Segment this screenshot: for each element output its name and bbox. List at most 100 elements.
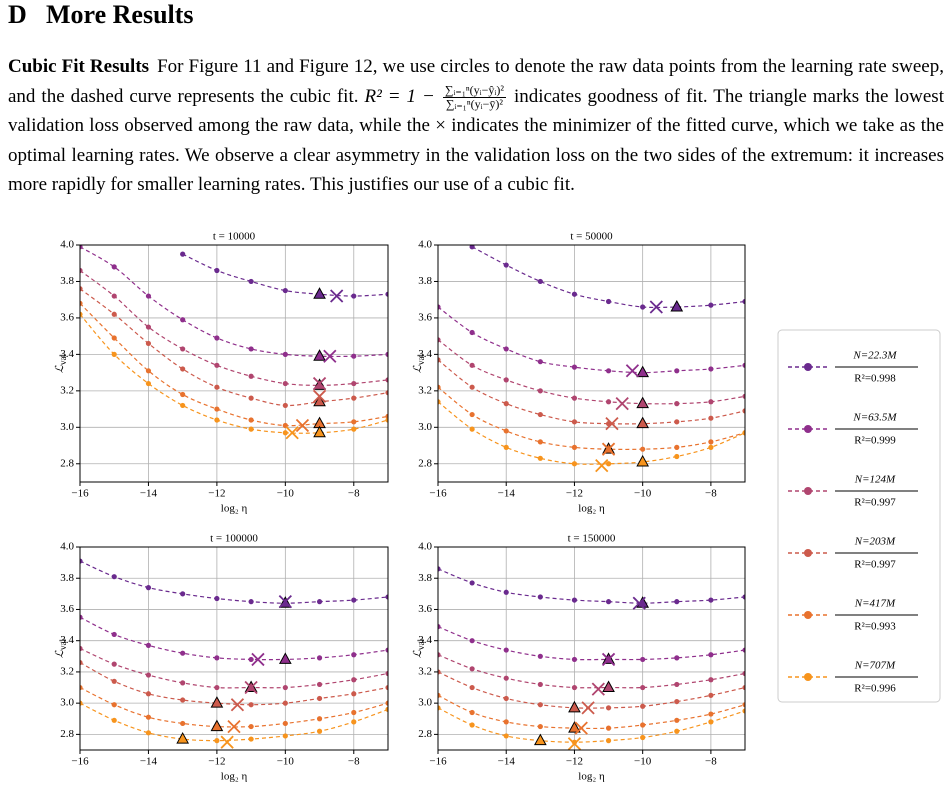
data-point (385, 377, 388, 383)
y-tick-label: 3.4 (418, 348, 432, 360)
fit-curve (80, 270, 388, 386)
data-point (282, 402, 288, 409)
data-point (708, 677, 714, 683)
data-point (248, 736, 254, 742)
legend-name: N=124M (854, 474, 896, 486)
data-point (708, 415, 714, 421)
y-tick-label: 4.0 (418, 239, 432, 251)
data-point (469, 329, 475, 336)
legend-r2: R²=0.993 (854, 621, 896, 633)
legend-marker (804, 611, 812, 619)
axes-frame (437, 546, 746, 751)
fit-min-cross (595, 458, 609, 473)
data-point (248, 723, 254, 730)
x-tick-label: −8 (705, 756, 717, 768)
data-point (145, 691, 152, 697)
data-point (503, 647, 509, 653)
cross-stroke (632, 596, 646, 610)
formula-denominator: ∑ᵢ₌₁ⁿ(yᵢ−ȳ)² (445, 96, 503, 111)
data-point (605, 399, 612, 405)
data-point (438, 652, 441, 658)
cross-stroke (227, 719, 241, 734)
fit-curve (438, 386, 745, 451)
data-point (742, 670, 745, 677)
axes-frame (79, 244, 389, 483)
data-point (674, 599, 680, 605)
fit-curve (438, 626, 745, 661)
data-point (180, 650, 186, 656)
cross-stroke (295, 418, 310, 433)
cross-stroke (312, 376, 327, 391)
data-point (469, 722, 475, 728)
data-point (316, 716, 323, 722)
data-point (605, 461, 612, 467)
fit-curve (471, 246, 745, 309)
data-point (605, 705, 612, 711)
fit-min-cross (312, 389, 327, 403)
cross-stroke (581, 701, 595, 715)
data-point (708, 439, 714, 445)
x-tick-label: −10 (634, 756, 652, 768)
data-point (469, 426, 475, 432)
cross-stroke (601, 442, 616, 456)
fit-min-cross (220, 735, 234, 749)
y-axis-symbol: ℒ (412, 364, 424, 373)
data-point (385, 417, 388, 423)
paragraph-lead: Cubic Fit Results (8, 56, 150, 77)
plot-area (80, 558, 388, 749)
data-point (80, 558, 83, 564)
data-point (214, 684, 220, 691)
y-tick-label: 3.2 (418, 384, 432, 396)
y-tick-label: 3.8 (418, 572, 432, 584)
data-point (742, 684, 745, 691)
data-point (438, 624, 441, 630)
y-tick-label: 3.8 (60, 275, 74, 287)
data-point (674, 419, 680, 425)
data-point (111, 293, 117, 299)
data-point (640, 722, 646, 728)
y-tick-label: 3.0 (60, 697, 74, 709)
observed-min-triangle (636, 416, 650, 429)
formula-numerator: ∑ᵢ₌₁ⁿ(yᵢ−ŷᵢ)² (442, 82, 506, 98)
figure: −16 −14 −12 −10 −8 2.8 3.0 3.2 3.4 3.6 3.8 4.0 t = 1… (54, 231, 941, 783)
x-axis-label: log₂ η (221, 771, 248, 783)
fit-curve (438, 707, 745, 743)
data-point (674, 655, 680, 661)
data-point (571, 461, 578, 467)
data-point (351, 652, 357, 658)
observed-min-triangle (670, 299, 684, 312)
data-point (503, 401, 509, 407)
data-point (351, 419, 357, 425)
data-point (80, 684, 83, 691)
y-tick-label: 3.4 (60, 634, 74, 646)
data-point (605, 738, 612, 744)
fit-min-cross (230, 698, 245, 712)
data-point (111, 264, 117, 270)
data-point (180, 720, 186, 727)
x-tick-label: −16 (71, 488, 89, 500)
data-point (708, 652, 714, 658)
y-axis-subscript: val (58, 639, 68, 650)
observed-min-triangle (313, 425, 326, 438)
data-point (111, 631, 117, 638)
data-point (214, 362, 220, 368)
data-point (282, 733, 288, 739)
data-point (111, 678, 117, 684)
x-tick-label: −10 (277, 488, 295, 500)
data-point (145, 642, 152, 648)
data-point (537, 723, 543, 730)
formula-fraction: ∑ᵢ₌₁ⁿ(yᵢ−ŷᵢ)² ∑ᵢ₌₁ⁿ(yᵢ−ȳ)² (442, 82, 506, 111)
y-tick-label: 4.0 (60, 541, 74, 553)
data-point (742, 647, 745, 653)
data-point (640, 703, 646, 709)
data-point (351, 395, 357, 401)
y-axis-subscript: val (58, 354, 68, 365)
fit-curve (80, 702, 388, 742)
data-point (248, 417, 254, 423)
data-point (80, 245, 83, 250)
fit-min-cross (632, 596, 646, 610)
data-point (145, 714, 152, 720)
cross-stroke (220, 735, 234, 749)
section-number: D (8, 0, 27, 29)
